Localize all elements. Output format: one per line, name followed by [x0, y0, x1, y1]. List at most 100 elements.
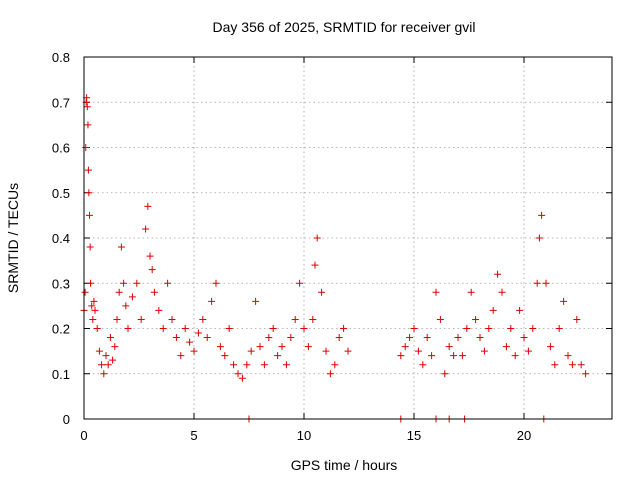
data-point — [480, 347, 488, 355]
data-point — [247, 347, 255, 355]
data-point — [98, 361, 106, 369]
data-point — [95, 347, 103, 355]
data-point — [287, 334, 295, 342]
data-point — [542, 279, 550, 287]
data-point — [168, 315, 176, 323]
data-point — [186, 338, 194, 346]
data-point — [234, 370, 242, 378]
data-point — [282, 361, 290, 369]
y-tick-label: 0.7 — [52, 95, 70, 110]
data-point — [529, 325, 537, 332]
data-point — [106, 334, 114, 342]
y-tick-label: 0.1 — [52, 367, 70, 382]
y-tick-label: 0.2 — [52, 322, 70, 337]
data-point — [172, 334, 180, 342]
data-points — [80, 94, 590, 423]
data-point — [115, 288, 123, 296]
data-point — [150, 288, 158, 296]
data-point — [252, 297, 260, 305]
data-point — [300, 325, 308, 332]
data-point — [397, 352, 405, 360]
data-point — [260, 361, 268, 369]
data-point — [256, 343, 264, 351]
data-point — [128, 293, 136, 301]
data-point — [84, 121, 92, 129]
data-point — [109, 356, 117, 364]
data-point — [83, 103, 91, 111]
data-point — [476, 334, 484, 342]
data-point — [335, 334, 343, 342]
data-point — [89, 315, 97, 323]
data-point — [296, 279, 304, 287]
data-point — [100, 370, 108, 378]
y-tick-label: 0.3 — [52, 276, 70, 291]
data-point — [458, 352, 466, 360]
data-point — [230, 361, 238, 369]
data-point — [551, 361, 559, 369]
data-point — [181, 325, 189, 332]
data-point — [124, 325, 132, 332]
data-point — [291, 315, 299, 323]
data-point — [441, 370, 449, 378]
data-point — [546, 343, 554, 351]
data-point — [148, 266, 156, 274]
data-point — [520, 334, 528, 342]
data-point — [564, 352, 572, 360]
data-point — [410, 325, 418, 332]
data-point — [432, 288, 440, 296]
data-point — [436, 315, 444, 323]
y-tick-label: 0.6 — [52, 141, 70, 156]
data-point — [309, 315, 317, 323]
data-point — [269, 325, 277, 332]
data-point — [278, 343, 286, 351]
data-point — [203, 334, 211, 342]
data-point — [560, 297, 568, 305]
data-point — [91, 306, 99, 314]
data-point — [212, 279, 220, 287]
data-point — [445, 343, 453, 351]
data-point — [463, 325, 471, 332]
chart-title: Day 356 of 2025, SRMTID for receiver gvi… — [213, 19, 476, 35]
y-axis-label: SRMTID / TECUs — [5, 183, 21, 293]
data-point — [265, 334, 273, 342]
data-point — [331, 361, 339, 369]
data-point — [86, 243, 94, 251]
data-point — [498, 288, 506, 296]
data-point — [538, 211, 546, 219]
data-point — [535, 234, 543, 242]
data-point — [104, 361, 112, 369]
y-tick-label: 0.8 — [52, 50, 70, 65]
data-point — [164, 279, 172, 287]
data-point — [511, 352, 519, 360]
data-point — [133, 279, 141, 287]
data-point — [81, 288, 89, 296]
data-point — [155, 306, 163, 314]
y-tick-label: 0.5 — [52, 186, 70, 201]
data-point — [142, 225, 150, 233]
data-point — [406, 334, 414, 342]
data-point — [137, 315, 145, 323]
data-point — [524, 347, 532, 355]
data-point — [318, 288, 326, 296]
data-point — [467, 288, 475, 296]
x-axis-label: GPS time / hours — [291, 457, 398, 473]
data-point — [419, 361, 427, 369]
data-point — [555, 325, 563, 332]
x-tick-label: 0 — [80, 428, 87, 443]
data-point — [85, 189, 93, 197]
data-point — [423, 334, 431, 342]
data-point — [225, 325, 233, 332]
data-point — [82, 144, 90, 151]
data-point — [414, 347, 422, 355]
data-point — [88, 302, 96, 310]
data-point — [516, 306, 524, 314]
data-point — [340, 325, 348, 332]
data-point — [450, 352, 458, 360]
data-point — [274, 352, 282, 360]
data-point — [238, 374, 246, 382]
data-point — [326, 370, 334, 378]
data-point — [344, 347, 352, 355]
data-point — [120, 279, 128, 287]
y-tick-label: 0.4 — [52, 231, 70, 246]
